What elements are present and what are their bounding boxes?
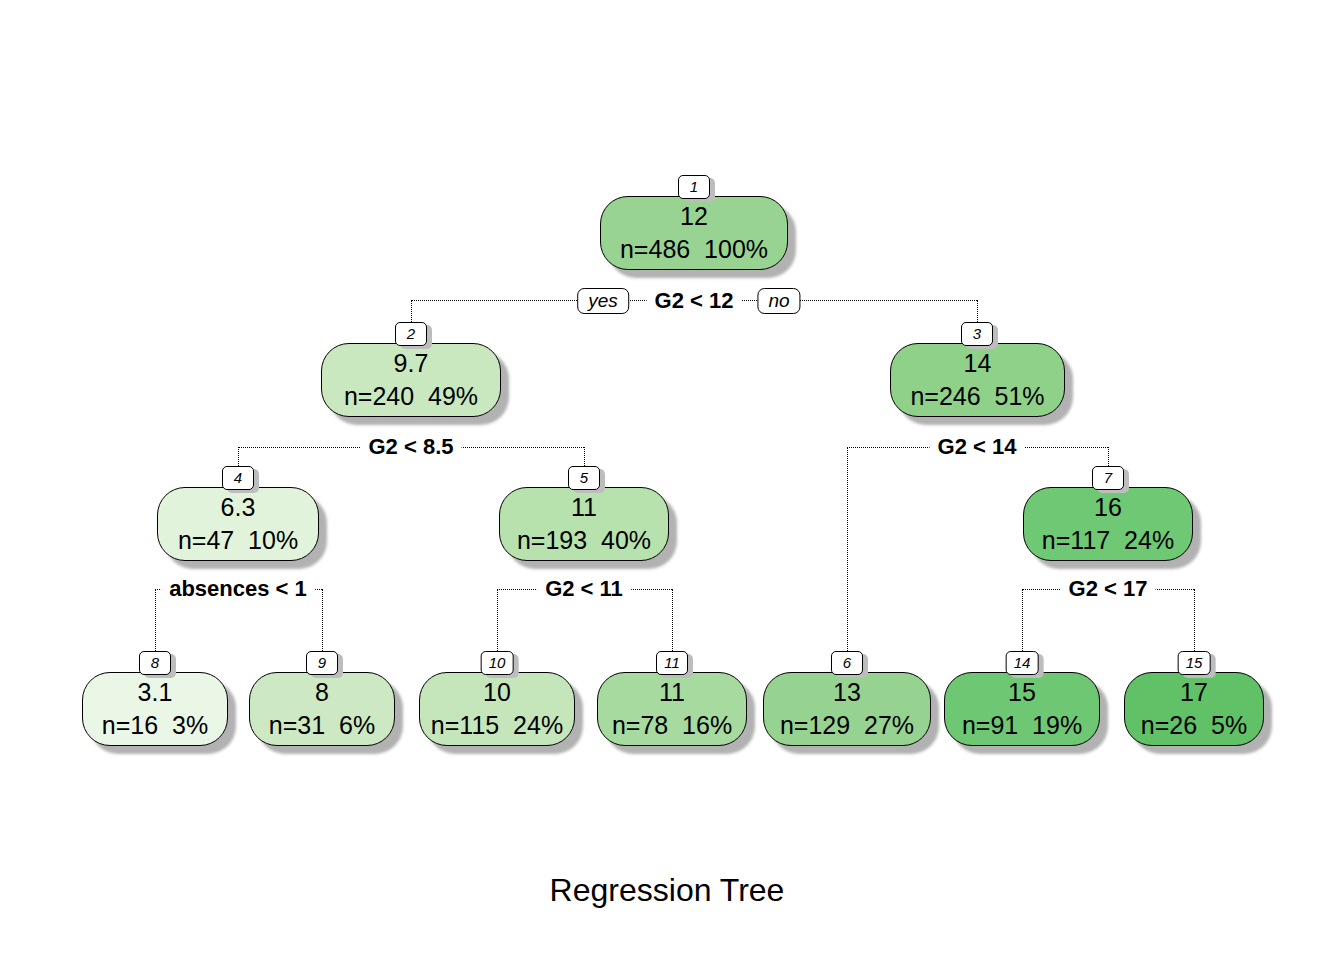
node-stats: n=117 24% xyxy=(1024,524,1192,557)
node-number-badge: 8 xyxy=(139,651,171,675)
split-label-g2-lt-8-5: G2 < 8.5 xyxy=(360,433,461,461)
tree-edge xyxy=(1108,447,1109,466)
node-value: 9.7 xyxy=(322,347,500,380)
node-value: 8 xyxy=(250,676,394,709)
node-value: 16 xyxy=(1024,491,1192,524)
node-stats: n=26 5% xyxy=(1125,709,1263,742)
node-number-badge: 10 xyxy=(481,651,514,675)
node-number-badge: 3 xyxy=(961,322,993,346)
node-stats: n=115 24% xyxy=(420,709,574,742)
node-stats: n=129 27% xyxy=(764,709,930,742)
node-value: 10 xyxy=(420,676,574,709)
tree-edge xyxy=(155,589,156,651)
node-number-badge: 2 xyxy=(395,322,427,346)
node-number-badge: 14 xyxy=(1006,651,1039,675)
node-number-badge: 9 xyxy=(306,651,338,675)
tree-node-3: 14 n=246 51% xyxy=(890,343,1065,417)
tree-node-7: 16 n=117 24% xyxy=(1023,487,1193,561)
node-number-badge: 7 xyxy=(1092,466,1124,490)
node-value: 17 xyxy=(1125,676,1263,709)
tree-node-15: 17 n=26 5% xyxy=(1124,672,1264,746)
tree-edge xyxy=(411,300,412,322)
node-number-badge: 4 xyxy=(222,466,254,490)
node-stats: n=16 3% xyxy=(83,709,227,742)
tree-edge xyxy=(1194,589,1195,651)
tree-node-9: 8 n=31 6% xyxy=(249,672,395,746)
node-stats: n=486 100% xyxy=(601,233,787,266)
split-label-g2-lt-11: G2 < 11 xyxy=(537,575,631,603)
split-label-g2-lt-14: G2 < 14 xyxy=(930,433,1025,461)
tree-node-1: 12 n=486 100% xyxy=(600,196,788,270)
tree-node-5: 11 n=193 40% xyxy=(499,487,669,561)
node-number-badge: 11 xyxy=(656,651,688,675)
tree-node-14: 15 n=91 19% xyxy=(944,672,1100,746)
node-value: 15 xyxy=(945,676,1099,709)
node-stats: n=246 51% xyxy=(891,380,1064,413)
tree-edge xyxy=(847,447,848,651)
split-label-absences-lt-1: absences < 1 xyxy=(161,575,315,603)
split-label-g2-lt-17: G2 < 17 xyxy=(1061,575,1156,603)
node-stats: n=91 19% xyxy=(945,709,1099,742)
node-value: 12 xyxy=(601,200,787,233)
node-stats: n=78 16% xyxy=(598,709,746,742)
tree-node-11: 11 n=78 16% xyxy=(597,672,747,746)
no-branch-label: no xyxy=(757,288,800,314)
node-number-badge: 1 xyxy=(678,175,710,199)
node-stats: n=193 40% xyxy=(500,524,668,557)
node-stats: n=47 10% xyxy=(158,524,318,557)
node-stats: n=31 6% xyxy=(250,709,394,742)
split-label-g2-lt-12: G2 < 12 xyxy=(647,287,742,315)
regression-tree-plot: 12 n=486 100% 1 9.7 n=240 49% 2 14 n=246… xyxy=(0,0,1344,960)
plot-title: Regression Tree xyxy=(550,872,785,909)
tree-node-4: 6.3 n=47 10% xyxy=(157,487,319,561)
tree-node-2: 9.7 n=240 49% xyxy=(321,343,501,417)
tree-edge xyxy=(238,447,239,466)
node-value: 11 xyxy=(598,676,746,709)
tree-node-10: 10 n=115 24% xyxy=(419,672,575,746)
tree-edge xyxy=(1022,589,1023,651)
node-value: 11 xyxy=(500,491,668,524)
tree-node-6: 13 n=129 27% xyxy=(763,672,931,746)
tree-node-8: 3.1 n=16 3% xyxy=(82,672,228,746)
node-stats: n=240 49% xyxy=(322,380,500,413)
node-number-badge: 15 xyxy=(1178,651,1211,675)
tree-edge xyxy=(672,589,673,651)
node-value: 6.3 xyxy=(158,491,318,524)
node-number-badge: 6 xyxy=(831,651,863,675)
yes-branch-label: yes xyxy=(577,288,629,314)
tree-edge xyxy=(322,589,323,651)
tree-edge xyxy=(497,589,498,651)
node-value: 3.1 xyxy=(83,676,227,709)
node-value: 14 xyxy=(891,347,1064,380)
tree-edge xyxy=(977,300,978,322)
node-value: 13 xyxy=(764,676,930,709)
node-number-badge: 5 xyxy=(568,466,600,490)
tree-edge xyxy=(584,447,585,466)
